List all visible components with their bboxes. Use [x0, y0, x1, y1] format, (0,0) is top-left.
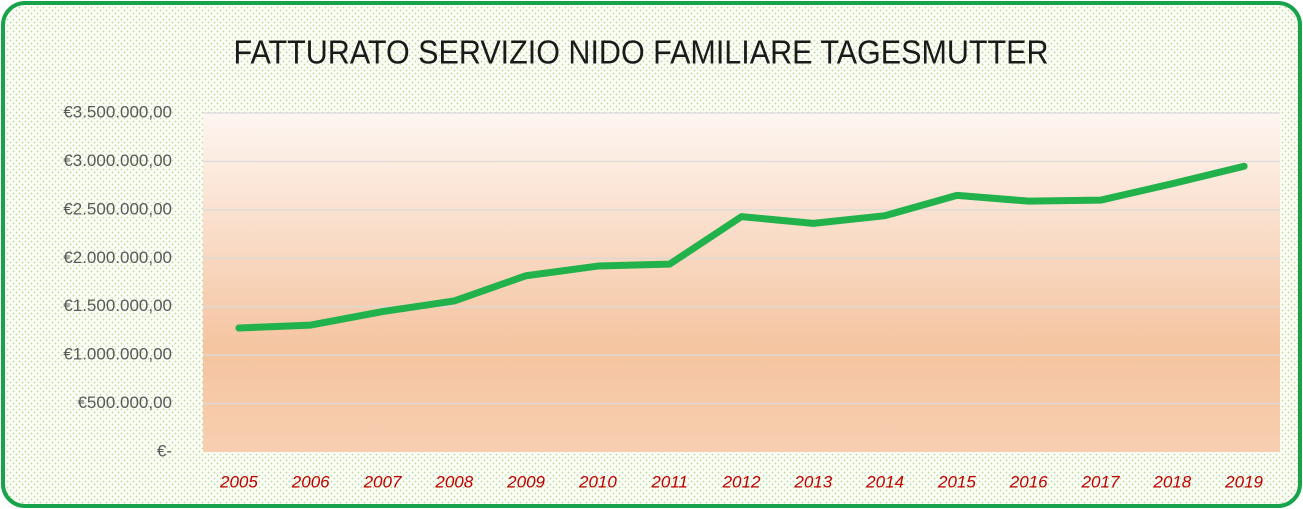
- x-tick-label: 2014: [865, 472, 904, 491]
- x-tick-label: 2012: [722, 472, 761, 491]
- y-tick-label: €500.000,00: [77, 393, 172, 412]
- x-tick-label: 2008: [434, 472, 473, 491]
- x-tick-label: 2019: [1224, 472, 1263, 491]
- x-tick-label: 2016: [1009, 472, 1048, 491]
- x-tick-label: 2015: [937, 472, 976, 491]
- x-tick-label: 2010: [578, 472, 617, 491]
- x-tick-label: 2007: [363, 472, 402, 491]
- plot-area: [203, 113, 1280, 452]
- x-tick-label: 2006: [291, 472, 330, 491]
- x-tick-label: 2013: [793, 472, 832, 491]
- x-tick-label: 2009: [506, 472, 545, 491]
- x-tick-label: 2017: [1081, 472, 1120, 491]
- y-tick-label: €2.500.000,00: [63, 199, 172, 218]
- y-tick-label: €1.000.000,00: [63, 345, 172, 364]
- y-tick-label: €1.500.000,00: [63, 296, 172, 315]
- y-tick-label: €2.000.000,00: [63, 248, 172, 267]
- y-tick-label: €3.000.000,00: [63, 151, 172, 170]
- x-tick-label: 2018: [1152, 472, 1191, 491]
- chart-title: FATTURATO SERVIZIO NIDO FAMILIARE TAGESM…: [234, 34, 1049, 71]
- x-tick-label: 2005: [219, 472, 258, 491]
- y-tick-label: €3.500.000,00: [63, 102, 172, 121]
- x-tick-label: 2011: [650, 472, 688, 491]
- y-tick-label: €-: [157, 441, 172, 460]
- line: [235, 162, 1248, 332]
